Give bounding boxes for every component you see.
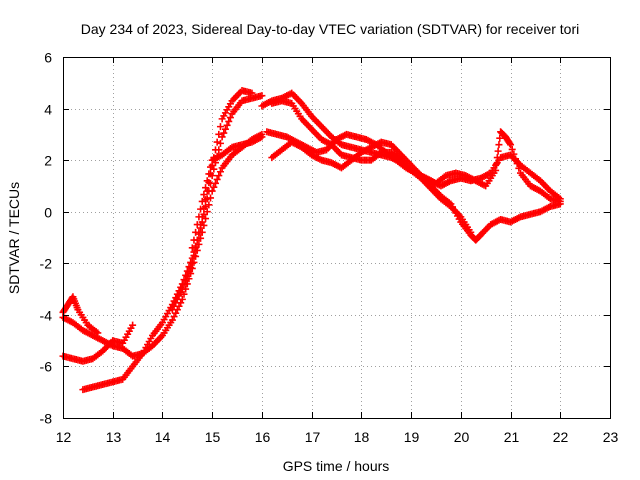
data-point — [512, 155, 520, 163]
data-point — [223, 121, 231, 129]
data-point — [510, 150, 518, 158]
data-point — [248, 89, 256, 97]
data-point — [492, 160, 500, 168]
data-point — [185, 268, 193, 276]
data-point — [216, 123, 224, 131]
data-point — [226, 114, 234, 122]
x-tick-label: 19 — [404, 429, 420, 445]
data-point — [188, 244, 196, 252]
data-point — [258, 92, 266, 100]
data-point — [496, 134, 504, 142]
data-point — [494, 147, 502, 155]
y-tick-label: 6 — [44, 50, 52, 66]
data-point — [495, 141, 503, 149]
x-tick-label: 22 — [553, 429, 569, 445]
data-point — [198, 197, 206, 205]
series-track-h — [268, 138, 564, 244]
data-point — [507, 141, 515, 149]
x-tick-label: 20 — [454, 429, 470, 445]
data-point — [216, 139, 224, 147]
data-point — [193, 221, 201, 229]
data-point — [188, 259, 196, 267]
x-tick-label: 16 — [255, 429, 271, 445]
data-point — [215, 130, 223, 138]
x-tick-label: 13 — [106, 429, 122, 445]
data-point — [200, 191, 208, 199]
axis-layer: 12 13 14 15 16 17 18 19 20 21 22 23 -8 -6 -4 -2 0 2 4 6 — [40, 50, 619, 446]
data-point — [203, 177, 211, 185]
data-point — [513, 160, 521, 168]
y-tick-label: 2 — [44, 153, 52, 169]
data-point — [467, 228, 475, 236]
y-tick-label: 0 — [44, 205, 52, 221]
x-tick-label: 21 — [504, 429, 520, 445]
data-point — [182, 276, 190, 284]
y-tick-label: -8 — [40, 411, 53, 427]
plot-frame — [63, 57, 611, 419]
y-tick-label: -2 — [40, 256, 53, 272]
data-point — [207, 194, 215, 202]
data-point — [225, 117, 233, 125]
data-point — [200, 204, 208, 212]
data-point — [94, 329, 102, 337]
x-axis-label: GPS time / hours — [283, 458, 390, 474]
data-point — [190, 236, 198, 244]
series-track-i — [263, 128, 564, 205]
data-point — [205, 170, 213, 178]
y-axis-label: SDTVAR / TECUs — [6, 182, 22, 294]
data-point — [213, 138, 221, 146]
x-tick-label: 23 — [603, 429, 619, 445]
data-point — [556, 197, 564, 205]
data-point — [129, 321, 137, 329]
data-point — [187, 264, 195, 272]
data-point — [493, 154, 501, 162]
x-tick-label: 17 — [305, 429, 321, 445]
series-track-f — [188, 133, 266, 252]
chart-title: Day 234 of 2023, Sidereal Day-to-day VTE… — [81, 21, 580, 37]
data-point — [190, 252, 198, 260]
data-point — [220, 129, 228, 137]
data-point — [216, 168, 224, 176]
series-track-b — [59, 321, 137, 365]
data-point — [202, 184, 210, 192]
data-point — [197, 205, 205, 213]
y-tick-label: -6 — [40, 359, 53, 375]
data-point — [213, 175, 221, 183]
data-point — [258, 133, 266, 141]
data-point — [506, 139, 514, 147]
data-point — [211, 146, 219, 154]
data-point — [221, 125, 229, 133]
data-point — [183, 272, 191, 280]
data-point — [215, 172, 223, 180]
data-point — [210, 183, 218, 191]
data-layer — [59, 87, 564, 394]
x-tick-label: 18 — [354, 429, 370, 445]
data-point — [178, 285, 186, 293]
y-tick-label: -4 — [40, 308, 53, 324]
data-point — [515, 164, 523, 172]
data-point — [492, 166, 500, 174]
y-tick-label: 4 — [44, 102, 52, 118]
series-track-j — [268, 97, 475, 236]
x-tick-label: 15 — [205, 429, 221, 445]
data-point — [180, 281, 188, 289]
data-point — [195, 213, 203, 221]
data-point — [192, 228, 200, 236]
grid-layer — [63, 57, 610, 418]
data-point — [508, 145, 516, 153]
x-tick-label: 14 — [155, 429, 171, 445]
x-tick-label: 12 — [56, 429, 72, 445]
data-point — [207, 163, 215, 171]
